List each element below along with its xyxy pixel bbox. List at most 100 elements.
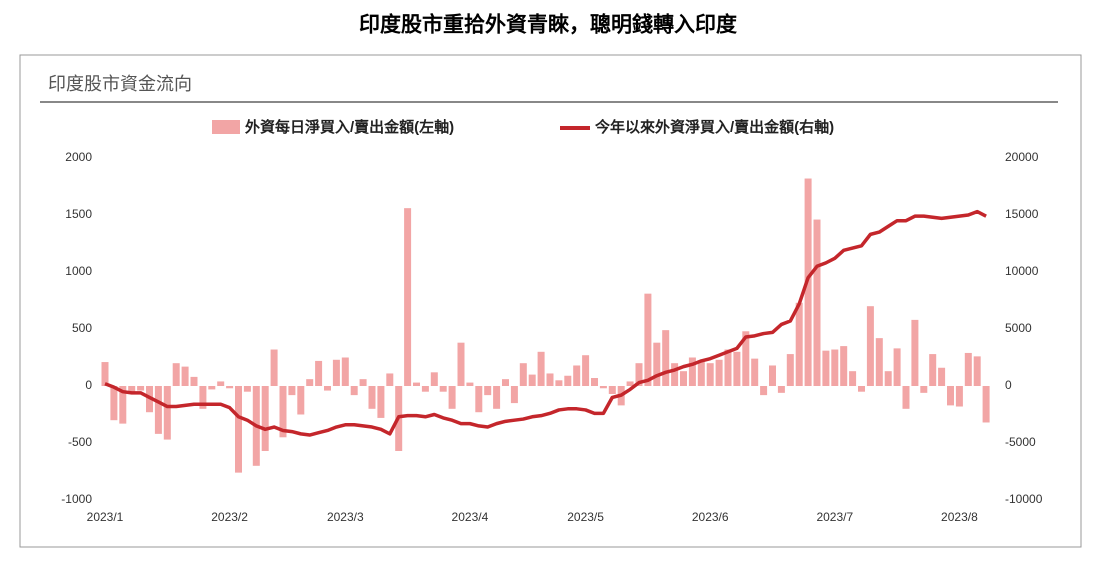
y-tick-label: 500 — [72, 321, 92, 335]
bar — [608, 386, 616, 394]
bar — [911, 319, 919, 386]
bar — [226, 386, 234, 389]
bar — [421, 386, 429, 392]
y2-tick-label: 10000 — [1005, 264, 1039, 278]
bar — [439, 386, 447, 392]
bar — [831, 349, 839, 386]
bar — [101, 362, 109, 386]
bar — [813, 219, 821, 386]
bar — [938, 367, 946, 386]
y2-tick-label: -5000 — [1005, 435, 1036, 449]
bar — [528, 374, 536, 386]
legend-label: 外資每日淨買入/賣出金額(左軸) — [244, 118, 454, 136]
bar — [902, 386, 910, 409]
bar — [119, 386, 127, 424]
bar — [866, 306, 874, 386]
bar — [671, 363, 679, 386]
bar — [626, 381, 634, 386]
x-tick-label: 2023/7 — [816, 510, 853, 524]
y2-tick-label: 5000 — [1005, 321, 1032, 335]
bar — [457, 342, 465, 386]
bar — [751, 358, 759, 386]
bar — [350, 386, 358, 396]
bar — [537, 351, 545, 386]
bar — [208, 386, 216, 390]
bar — [404, 208, 412, 386]
bar — [875, 338, 883, 386]
x-tick-label: 2023/2 — [211, 510, 248, 524]
legend-swatch — [212, 120, 240, 134]
bar — [368, 386, 376, 409]
bar — [964, 352, 972, 386]
bar — [235, 386, 242, 473]
page-title: 印度股市重拾外資青睞，聰明錢轉入印度 — [359, 13, 737, 37]
bar — [510, 386, 518, 404]
bar — [279, 386, 287, 438]
bar — [217, 381, 225, 386]
y-tick-label: -1000 — [61, 492, 92, 506]
bar — [769, 365, 776, 386]
bar — [733, 351, 741, 386]
bar — [644, 293, 652, 386]
x-tick-label: 2023/1 — [87, 510, 124, 524]
bar — [724, 349, 732, 386]
bar — [884, 371, 892, 386]
bar — [973, 356, 981, 386]
y-tick-label: 2000 — [65, 150, 92, 164]
bar — [920, 386, 928, 393]
bar — [306, 379, 314, 386]
bar — [484, 386, 492, 396]
x-tick-label: 2023/4 — [452, 510, 489, 524]
bar — [128, 386, 136, 393]
bar — [199, 386, 207, 409]
bar — [840, 346, 848, 386]
bar — [680, 371, 687, 386]
x-tick-label: 2023/3 — [327, 510, 364, 524]
bar — [502, 379, 509, 386]
y-tick-label: -500 — [68, 435, 92, 449]
bar — [893, 348, 901, 386]
bar — [955, 386, 963, 407]
bar — [386, 373, 394, 386]
x-tick-label: 2023/5 — [567, 510, 604, 524]
bar — [110, 386, 118, 421]
bar — [154, 386, 162, 434]
bar — [448, 386, 456, 409]
bar — [582, 355, 590, 386]
bar — [947, 386, 954, 406]
bar — [261, 386, 269, 451]
bar — [777, 386, 785, 393]
chart-title: 印度股市資金流向 — [48, 74, 192, 94]
bar — [688, 357, 696, 386]
x-tick-label: 2023/6 — [692, 510, 729, 524]
bar — [190, 376, 198, 386]
bar — [599, 386, 607, 389]
x-tick-label: 2023/8 — [941, 510, 978, 524]
bar — [297, 386, 305, 415]
y-tick-label: 1500 — [65, 207, 92, 221]
bar — [858, 386, 865, 392]
bar — [715, 359, 723, 386]
y-tick-label: 0 — [85, 378, 92, 392]
bar — [573, 365, 581, 386]
bar — [163, 386, 171, 440]
bar — [662, 330, 670, 386]
y-tick-label: 1000 — [65, 264, 92, 278]
bar — [430, 372, 438, 386]
bar — [822, 350, 830, 386]
bar — [546, 373, 554, 386]
bar — [697, 362, 705, 386]
bar — [760, 386, 768, 396]
bar — [706, 363, 714, 386]
y2-tick-label: 15000 — [1005, 207, 1039, 221]
bar — [591, 378, 598, 386]
bar — [982, 386, 990, 423]
bar — [413, 382, 420, 386]
bar — [332, 359, 340, 386]
frame — [19, 54, 1082, 548]
bar — [929, 354, 937, 386]
bar — [519, 363, 527, 386]
bar — [475, 386, 483, 413]
bar — [795, 302, 803, 386]
bar — [243, 386, 251, 392]
